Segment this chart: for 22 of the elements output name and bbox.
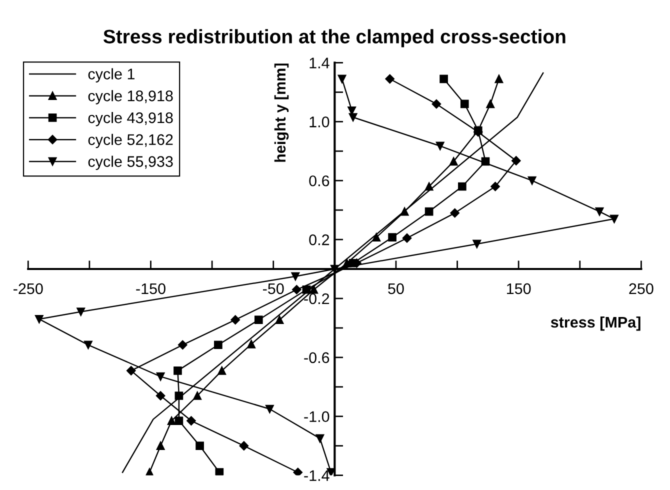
legend-label: cycle 1 xyxy=(88,68,134,82)
legend-label: cycle 43,918 xyxy=(88,112,173,126)
x-axis-title: stress [MPa] xyxy=(550,316,640,331)
legend-label: cycle 52,162 xyxy=(88,134,173,148)
y-tick-label: 0.2 xyxy=(309,234,330,246)
x-tick-label: -150 xyxy=(136,283,166,294)
y-tick-label: -1.4 xyxy=(304,470,330,481)
y-tick-label: 0.6 xyxy=(309,175,330,186)
x-tick-label: 150 xyxy=(507,283,531,294)
y-tick-label: 1.0 xyxy=(310,116,330,128)
chart-title: Stress redistribution at the clamped cross-section xyxy=(103,29,566,48)
x-tick-label: 250 xyxy=(629,283,654,294)
y-axis-title: height y [mm] xyxy=(274,64,289,162)
x-tick-label: -250 xyxy=(14,283,43,294)
x-tick-label: -50 xyxy=(263,283,284,294)
y-tick-label: -0.6 xyxy=(304,352,330,364)
y-tick-label: -1.0 xyxy=(304,411,330,422)
legend-label: cycle 18,918 xyxy=(88,90,173,104)
y-tick-label: -0.2 xyxy=(304,293,330,304)
x-tick-label: 50 xyxy=(388,283,404,294)
legend-label: cycle 55,933 xyxy=(88,156,173,170)
y-tick-label: 1.4 xyxy=(310,58,330,68)
